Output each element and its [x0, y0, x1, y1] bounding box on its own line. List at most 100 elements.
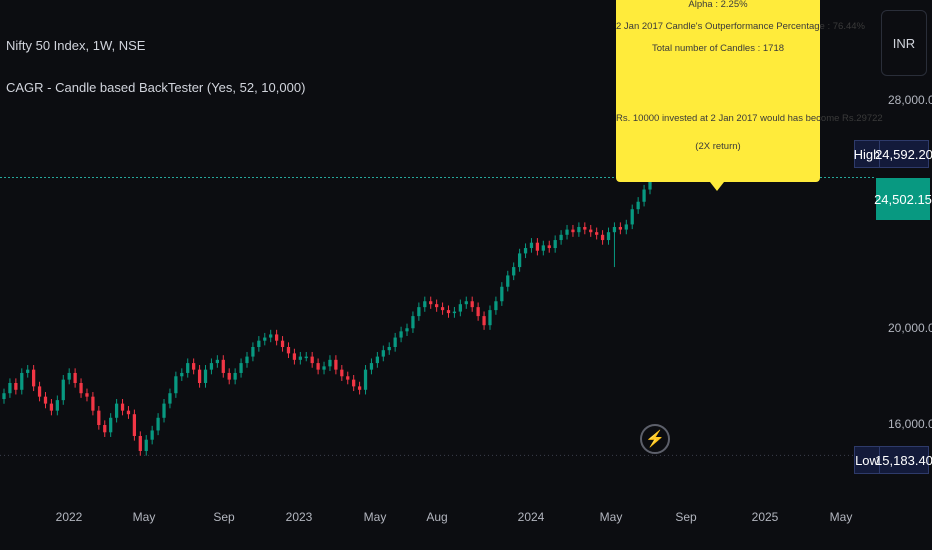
candle-body [91, 396, 95, 411]
candle-body [600, 234, 605, 241]
tooltip-alpha: Alpha : 2.25% [688, 0, 748, 10]
high-tag-label: High [854, 140, 880, 168]
candle-body [304, 356, 308, 359]
candle-body [209, 363, 214, 370]
candle-body [589, 229, 593, 233]
candle-body [541, 245, 545, 251]
candle-body [381, 350, 385, 357]
candle-body [251, 346, 255, 357]
candle-body [595, 232, 599, 235]
candle-body [286, 346, 291, 354]
candle-body [470, 301, 474, 308]
candle-body [464, 301, 468, 305]
candle-body [8, 382, 12, 394]
candle-body [346, 376, 350, 380]
candle-body [612, 227, 617, 233]
candle-body [120, 403, 125, 411]
candle-body [132, 414, 137, 436]
time-label-2024: 2024 [517, 510, 545, 524]
candle-body [245, 356, 249, 364]
candle-body [109, 417, 113, 433]
candle-body [192, 363, 196, 370]
time-label-2022: 2022 [55, 510, 83, 524]
candle-body [446, 310, 451, 314]
candle-body [280, 340, 285, 347]
candle-body [322, 366, 326, 370]
candle-body [452, 311, 457, 314]
price-label-20000: 20,000.00 [888, 321, 932, 335]
candle-body [417, 307, 421, 317]
time-label-may-2022: May [132, 510, 156, 524]
candle-body [32, 369, 36, 387]
candle-body [227, 372, 231, 380]
candle-body [180, 372, 184, 377]
candle-body [203, 369, 208, 383]
time-label-sep-2024: Sep [675, 510, 697, 524]
candle-body [583, 227, 587, 230]
candle-body [423, 301, 427, 308]
candle-body [648, 177, 652, 190]
candle-body [269, 334, 273, 338]
candle-body [517, 253, 522, 268]
candle-body [606, 232, 611, 241]
candle-body [340, 369, 344, 377]
candle-body [440, 307, 445, 311]
candle-body [126, 410, 131, 415]
candle-body [328, 359, 332, 367]
candle-body [387, 346, 391, 351]
candle-body [138, 435, 142, 451]
candle-body [257, 340, 261, 347]
candle-body [150, 430, 154, 440]
candle-body [103, 425, 107, 433]
candle-body [310, 356, 314, 364]
candle-body [529, 242, 534, 249]
time-label-2025: 2025 [751, 510, 779, 524]
candle-body [565, 229, 569, 235]
candle-body [162, 403, 166, 418]
legend-symbol-title[interactable]: Nifty 50 Index, 1W, NSE [6, 38, 146, 53]
candle-body [642, 189, 646, 202]
candle-body [405, 328, 409, 332]
candle-body [369, 363, 374, 370]
candle-body [14, 382, 18, 390]
candle-body [482, 316, 486, 326]
candle-body [298, 356, 302, 360]
candle-body [630, 209, 634, 225]
currency-button[interactable]: INR [881, 10, 927, 76]
candle-body [429, 301, 433, 305]
legend-indicator-title[interactable]: CAGR - Candle based BackTester (Yes, 52,… [6, 80, 306, 95]
candle-body [274, 334, 279, 341]
candle-body [494, 301, 498, 311]
candle-body [43, 396, 48, 404]
time-label-may-2024: May [599, 510, 623, 524]
candle-body [488, 310, 492, 326]
time-label-may-2025: May [829, 510, 853, 524]
candle-body [375, 356, 380, 364]
price-label-28000: 28,000.00 [888, 93, 932, 107]
candle-body [399, 331, 403, 338]
candle-body [49, 403, 54, 411]
candle-body [61, 379, 65, 401]
candle-body [476, 307, 480, 317]
tooltip-return: (2X return) [695, 141, 741, 152]
candle-body [357, 386, 362, 390]
lightning-icon[interactable]: ⚡ [640, 424, 670, 454]
candle-body [512, 267, 516, 276]
candle-body [316, 363, 320, 370]
candle-body [547, 245, 551, 249]
candle-body [571, 229, 575, 233]
candle-body [215, 359, 219, 364]
candle-body [577, 227, 581, 233]
candle-body [624, 224, 628, 230]
candle-body [67, 372, 71, 380]
tooltip-outperformance: 2 Jan 2017 Candle's Outperformance Perce… [616, 21, 865, 32]
candle-body [292, 353, 297, 360]
candle-body [73, 372, 77, 383]
candle-body [535, 242, 540, 251]
candle-body [239, 363, 243, 373]
candle-body [411, 316, 415, 329]
candle-body [37, 386, 42, 397]
candle-body [559, 234, 563, 241]
candle-body [458, 304, 462, 312]
